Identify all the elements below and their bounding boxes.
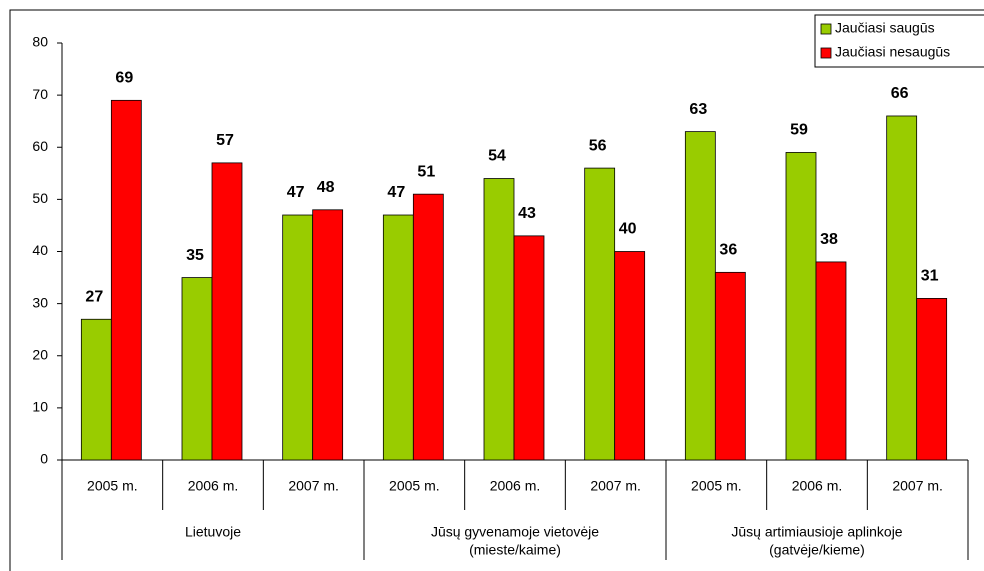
bar (211, 162, 243, 461)
bar (110, 99, 142, 461)
y-tick-label: 70 (32, 86, 48, 102)
group-label: (gatvėje/kieme) (769, 542, 865, 558)
y-tick-label: 10 (32, 399, 48, 415)
value-label: 69 (115, 70, 133, 87)
bar (614, 251, 646, 461)
group-label: Jūsų artimiausioje aplinkoje (731, 524, 902, 540)
y-tick-label: 40 (32, 242, 48, 258)
bar (382, 214, 414, 461)
value-label: 31 (921, 268, 939, 285)
bar (886, 115, 918, 461)
x-tick-label: 2006 m. (490, 478, 541, 494)
legend-label: Jaučiasi saugūs (835, 20, 935, 36)
x-tick-label: 2007 m. (892, 478, 943, 494)
bar (815, 261, 847, 461)
value-label: 35 (186, 247, 204, 264)
bar (181, 277, 213, 461)
y-tick-label: 50 (32, 190, 48, 206)
bar (483, 178, 515, 461)
bar (785, 152, 817, 461)
x-tick-label: 2005 m. (87, 478, 138, 494)
x-tick-label: 2007 m. (590, 478, 641, 494)
bar (282, 214, 314, 461)
legend-label: Jaučiasi nesaugūs (835, 44, 950, 60)
value-label: 27 (85, 288, 103, 305)
legend-box (814, 14, 984, 68)
bar (513, 235, 545, 461)
group-label: Lietuvoje (185, 524, 241, 540)
x-tick-label: 2005 m. (691, 478, 742, 494)
bar (684, 131, 716, 461)
bar (412, 193, 444, 461)
legend-swatch (820, 23, 832, 35)
value-label: 48 (317, 179, 335, 196)
bar (714, 271, 746, 461)
value-label: 63 (689, 101, 707, 118)
value-label: 59 (790, 122, 808, 139)
bar (80, 318, 112, 461)
x-tick-label: 2007 m. (288, 478, 339, 494)
value-label: 66 (891, 85, 909, 102)
bar (584, 167, 616, 461)
y-tick-label: 20 (32, 346, 48, 362)
value-label: 43 (518, 205, 536, 222)
value-label: 36 (719, 242, 737, 259)
x-tick-label: 2006 m. (188, 478, 239, 494)
y-tick-label: 30 (32, 294, 48, 310)
value-label: 57 (216, 132, 234, 149)
x-tick-label: 2006 m. (792, 478, 843, 494)
value-label: 47 (387, 184, 405, 201)
value-label: 56 (589, 137, 607, 154)
bar (916, 298, 948, 461)
value-label: 40 (619, 221, 637, 238)
value-label: 47 (287, 184, 305, 201)
bar (312, 209, 344, 461)
x-tick-label: 2005 m. (389, 478, 440, 494)
legend-swatch (820, 47, 832, 59)
value-label: 51 (417, 163, 435, 180)
y-tick-label: 0 (40, 451, 48, 467)
y-tick-label: 60 (32, 138, 48, 154)
group-label: (mieste/kaime) (469, 542, 561, 558)
value-label: 38 (820, 231, 838, 248)
value-label: 54 (488, 148, 506, 165)
y-tick-label: 80 (32, 34, 48, 50)
group-label: Jūsų gyvenamoje vietovėje (431, 524, 599, 540)
